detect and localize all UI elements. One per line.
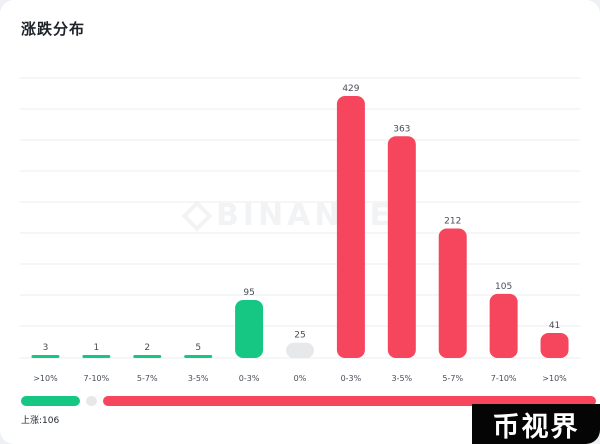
flat-ratio-bar [86, 396, 97, 406]
bar-value-label: 105 [495, 282, 512, 292]
bar [336, 96, 365, 358]
bar-value-label: 212 [444, 217, 461, 227]
distribution-chart: 3 >10% 1 7-10% 2 5-7% 5 3-5% 95 0-3% 25 0% 429 0-3% 36… [20, 77, 580, 383]
category-tick-label: 0-3% [239, 374, 260, 383]
bar [184, 354, 213, 358]
up-count-label: 上涨:106 [21, 416, 60, 426]
bar-value-label: 95 [243, 288, 254, 298]
category-tick-label: >10% [542, 374, 567, 383]
category-tick-label: 5-7% [442, 374, 463, 383]
category-tick-label: 3-5% [188, 374, 209, 383]
bar-value-label: 25 [294, 331, 305, 341]
bar-value-label: 1 [93, 343, 99, 353]
bar-value-label: 3 [43, 343, 49, 353]
bar-value-label: 363 [393, 124, 410, 134]
up-ratio-bar [21, 396, 81, 406]
category-tick-label: 3-5% [391, 374, 412, 383]
bar [82, 355, 111, 358]
bar-value-label: 429 [342, 84, 359, 94]
bar [133, 355, 162, 358]
bar [286, 342, 314, 358]
category-tick-label: 5-7% [137, 374, 158, 383]
bar [489, 293, 518, 358]
source-stamp: 币视界 [472, 404, 600, 444]
category-tick-label: 7-10% [491, 374, 517, 383]
bar [540, 332, 569, 358]
bar [438, 228, 467, 358]
category-tick-label: 0-3% [341, 374, 362, 383]
bar-value-label: 41 [549, 321, 560, 331]
bar [31, 355, 60, 358]
bar [387, 136, 416, 358]
bar [235, 299, 264, 358]
bar-value-label: 5 [195, 343, 201, 353]
card-title: 涨跌分布 [21, 20, 86, 38]
bar-value-label: 2 [144, 343, 150, 353]
category-tick-label: >10% [33, 374, 58, 383]
down-ratio-bar [102, 396, 596, 406]
category-tick-label: 0% [294, 374, 307, 383]
category-tick-label: 7-10% [83, 374, 109, 383]
